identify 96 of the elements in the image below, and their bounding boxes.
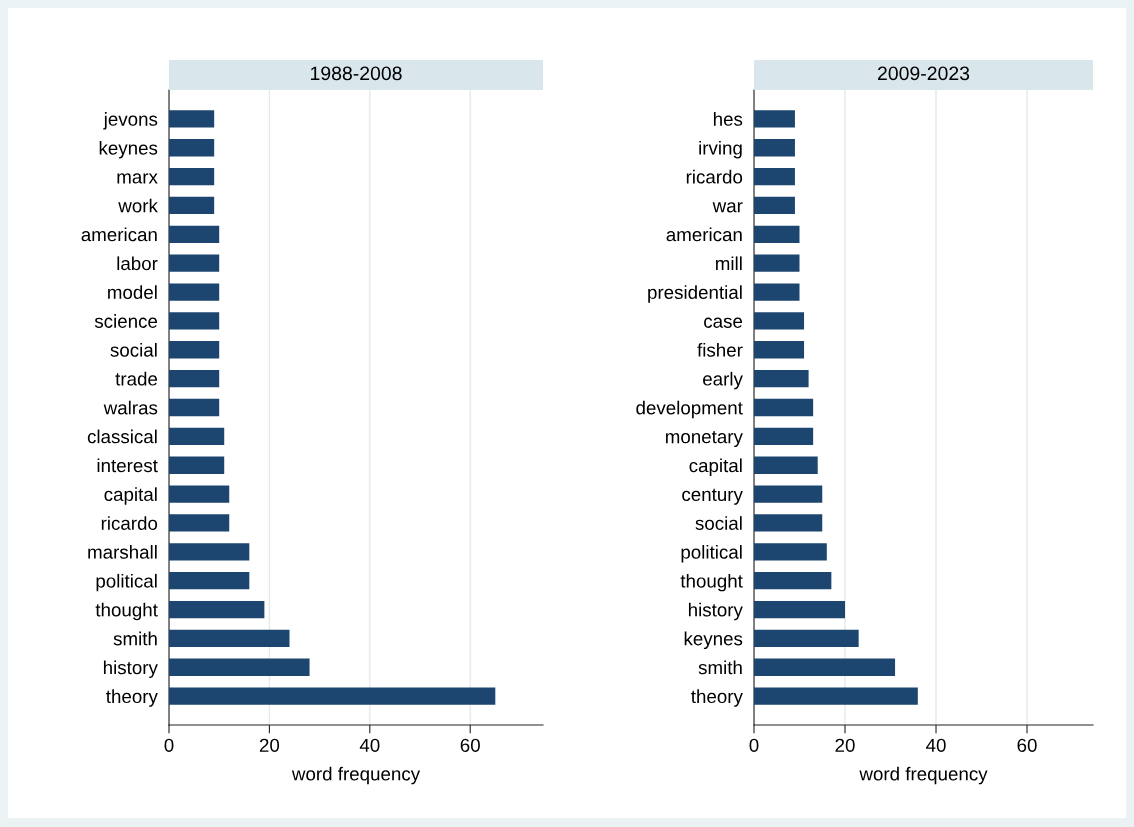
y-tick-label: century — [682, 488, 743, 505]
bar — [169, 514, 230, 532]
bar — [169, 341, 220, 359]
bar — [754, 427, 814, 446]
y-tick-label: capital — [104, 487, 157, 505]
bar — [754, 254, 800, 272]
y-tick-label: keynes — [99, 140, 158, 159]
bar — [169, 600, 265, 619]
bar — [754, 398, 814, 417]
bar — [754, 485, 823, 503]
bar — [754, 312, 805, 330]
chart-title: 1988-2008 — [310, 66, 402, 81]
y-tick-label: early — [703, 371, 743, 390]
y-tick-label: history — [688, 602, 743, 621]
bar — [169, 312, 220, 330]
bar — [169, 196, 215, 215]
x-tick-label: 40 — [926, 738, 946, 752]
y-tick-label: interest — [97, 458, 158, 473]
y-tick-label: hes — [713, 112, 743, 126]
bar — [754, 369, 809, 388]
y-tick-label: monetary — [665, 431, 743, 448]
x-tick-label: 20 — [259, 738, 280, 752]
bar — [169, 658, 310, 676]
bar — [754, 139, 795, 157]
y-tick-label: ricardo — [686, 169, 743, 184]
x-tick-label: 0 — [749, 738, 759, 752]
x-axis-title: word frequency — [291, 766, 421, 785]
bar — [754, 658, 896, 676]
y-tick-label: marshall — [88, 545, 157, 559]
y-tick-label: thought — [680, 573, 743, 592]
bar — [169, 456, 225, 474]
y-tick-label: political — [681, 545, 742, 563]
y-tick-label: science — [94, 314, 158, 328]
y-tick-label: presidential — [648, 285, 742, 303]
x-tick-label: 60 — [1017, 738, 1037, 752]
y-tick-label: development — [636, 400, 743, 419]
bar — [754, 456, 818, 474]
y-tick-label: model — [108, 285, 157, 300]
bar — [169, 485, 230, 503]
y-tick-label: thought — [95, 602, 158, 621]
y-tick-label: jevons — [103, 112, 158, 130]
bar — [754, 629, 859, 648]
bar — [754, 167, 795, 186]
y-tick-label: smith — [698, 660, 742, 675]
y-tick-label: history — [103, 660, 158, 678]
y-tick-label: labor — [117, 256, 158, 271]
x-tick-label: 40 — [359, 738, 380, 752]
bar — [169, 543, 250, 561]
bar — [169, 139, 215, 157]
bar — [754, 341, 805, 359]
y-tick-label: mill — [716, 256, 742, 270]
bar — [169, 398, 220, 417]
bar — [169, 687, 496, 705]
x-axis-title: word frequency — [859, 766, 988, 785]
x-tick-label: 60 — [460, 738, 480, 752]
bar — [754, 196, 795, 215]
y-tick-label: case — [704, 317, 743, 328]
bar — [754, 225, 800, 243]
bar — [754, 283, 800, 301]
y-tick-label: fisher — [697, 342, 743, 357]
y-tick-label: work — [118, 198, 158, 213]
bar — [754, 600, 846, 619]
y-tick-label: social — [695, 516, 742, 530]
chart-title: 2009-2023 — [877, 66, 970, 81]
y-tick-label: marx — [117, 173, 158, 184]
bar — [169, 283, 220, 301]
y-tick-label: theory — [691, 689, 743, 707]
bar — [169, 629, 290, 648]
bar — [169, 110, 215, 128]
bar — [169, 427, 225, 446]
y-tick-label: capital — [689, 458, 742, 476]
bar — [169, 572, 250, 590]
y-tick-label: smith — [113, 631, 157, 646]
bar — [169, 225, 220, 243]
x-tick-label: 0 — [164, 738, 174, 752]
y-tick-label: ricardo — [101, 516, 158, 530]
bar — [169, 167, 215, 186]
bar — [754, 572, 832, 590]
bar — [754, 543, 827, 561]
y-tick-label: american — [81, 227, 157, 242]
bar — [169, 369, 220, 388]
bar — [754, 514, 823, 532]
y-tick-label: irving — [699, 140, 742, 159]
bar — [754, 110, 795, 128]
y-tick-label: classical — [87, 429, 157, 444]
y-tick-label: war — [712, 202, 743, 213]
y-tick-label: trade — [115, 371, 158, 386]
bar — [754, 687, 918, 705]
x-tick-label: 20 — [835, 738, 855, 752]
bar — [169, 254, 220, 272]
y-tick-label: american — [666, 227, 742, 242]
y-tick-label: theory — [106, 689, 158, 707]
y-tick-label: social — [110, 342, 157, 357]
y-tick-label: walras — [103, 400, 158, 415]
y-tick-label: keynes — [684, 631, 743, 650]
y-tick-label: political — [96, 573, 157, 592]
